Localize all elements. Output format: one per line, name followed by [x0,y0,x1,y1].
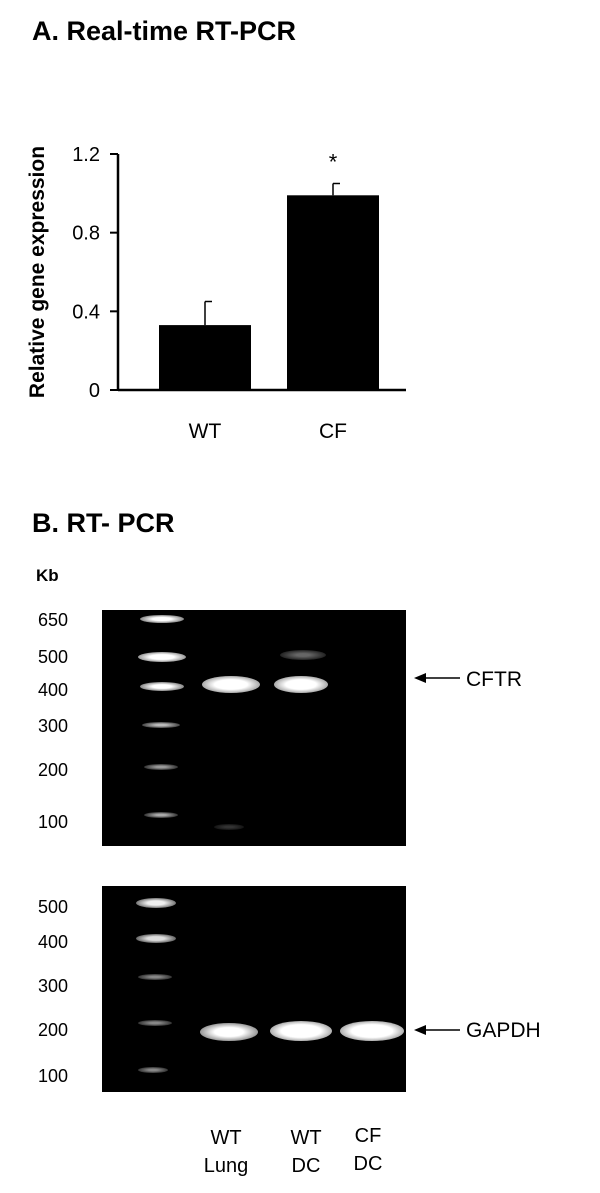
bar [159,325,251,390]
lane-label-wt-lung: WT Lung [186,1124,266,1180]
mw-marker-100: 100 [38,1066,69,1086]
mw-marker-500: 500 [38,897,69,917]
ladder-band [138,652,186,662]
mw-marker-200: 200 [38,760,69,780]
y-tick-label: 0.8 [72,223,100,245]
bar-chart: 0 0.4 0.8 1.2 Relative gene expression WT * CF [26,144,406,443]
sample-band-wt-dc-cftr [274,676,328,693]
lane-label-line2: Lung [203,1155,249,1177]
sample-band-wt-dc-upper [280,650,326,660]
ladder-band [140,615,184,623]
lane-label-line2: DC [291,1155,321,1177]
ladder-band [138,974,172,980]
lane-label-line1: CF [354,1125,382,1147]
sample-band-wt-lung-gapdh [200,1023,258,1041]
mw-marker-300: 300 [38,976,69,996]
cftr-label: CFTR [466,668,522,691]
y-tick-label: 0.4 [72,301,100,323]
y-tick-label: 1.2 [72,144,100,166]
mw-marker-400: 400 [38,932,69,952]
ladder-band [140,682,184,691]
ladder-band [144,812,178,818]
ladder-band [136,898,176,908]
ladder-band [138,1067,168,1073]
lane-label-wt-dc: WT DC [266,1124,346,1180]
mw-marker-400: 400 [38,680,69,700]
bar [287,195,379,390]
arrow-left-icon [414,673,460,683]
lane-label-line2: DC [353,1153,383,1175]
mw-marker-500: 500 [38,647,69,667]
ladder-band [144,764,178,770]
panel-b-title: B. RT- PCR [32,508,175,538]
mw-marker-200: 200 [38,1020,69,1040]
ladder-band [142,722,180,728]
x-category-label: WT [189,420,222,443]
mw-marker-100: 100 [38,812,69,832]
y-tick-label: 0 [89,380,100,402]
sample-band-wt-lung-cftr [202,676,260,693]
gel-bottom [102,886,406,1092]
ladder-band [138,1020,172,1026]
kb-unit-label: Kb [36,566,59,585]
gel-top [102,610,406,846]
arrow-left-icon [414,1025,460,1035]
lane-label-line1: WT [290,1127,322,1149]
faint-band [214,824,244,830]
panel-a-title: A. Real-time RT-PCR [32,16,297,46]
mw-marker-300: 300 [38,716,69,736]
lane-label-cf-dc: CF DC [328,1122,408,1178]
lane-label-line1: WT [210,1127,242,1149]
ladder-band [136,934,176,943]
significance-marker: * [329,150,338,175]
sample-band-wt-dc-gapdh [270,1021,332,1041]
sample-band-cf-dc-gapdh [340,1021,404,1041]
gapdh-label: GAPDH [466,1019,541,1042]
y-axis-label: Relative gene expression [26,146,49,398]
x-category-label: CF [319,420,347,443]
mw-marker-650: 650 [38,610,69,630]
